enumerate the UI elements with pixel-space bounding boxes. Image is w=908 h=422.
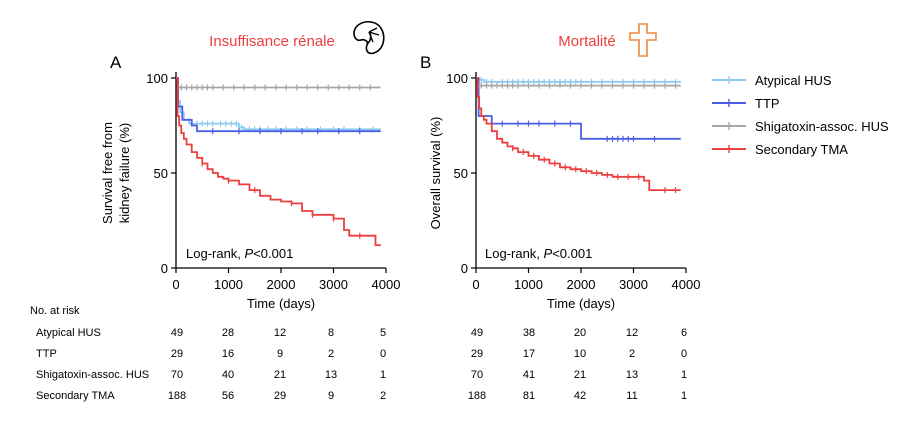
risk-value-b: 0 [681,348,687,360]
x-tick-label: 1000 [214,277,243,292]
curve-atypical_hus [476,77,681,83]
risk-value-a: 13 [325,369,337,381]
risk-row-label: Shigatoxin-assoc. HUS [36,369,149,381]
y-tick-label: 0 [461,261,468,276]
risk-value-a: 56 [222,390,234,402]
risk-value-a: 8 [328,327,334,339]
panel-a-title: Insuffisance rénale [209,33,335,50]
kidney-icon [353,21,385,55]
x-tick-label: 2000 [267,277,296,292]
y-tick-label: 50 [454,166,468,181]
legend: Atypical HUS TTP Shigatoxin-assoc. HUS Seco… [712,73,889,157]
risk-value-a: 0 [380,348,386,360]
curve-secondary_tma [176,77,381,247]
x-tick-label: 4000 [372,277,401,292]
panel-a-chart: Survival free from kidney failure (%) 0 50… [100,71,400,311]
panel-a-logrank: Log-rank, P<0.001 [186,246,293,261]
curve-stec_hus [176,77,381,89]
y-tick-label: 0 [161,261,168,276]
risk-value-b: 49 [471,327,483,339]
x-tick-label: 0 [472,277,479,292]
y-tick-label: 100 [446,71,468,86]
risk-value-a: 70 [171,369,183,381]
risk-value-a: 2 [328,348,334,360]
risk-value-a: 2 [380,390,386,402]
curve-secondary_tma [476,77,681,191]
risk-value-a: 1 [380,369,386,381]
risk-value-b: 29 [471,348,483,360]
y-tick-label: 50 [154,166,168,181]
legend-label-atypical_hus: Atypical HUS [755,73,832,88]
panel-b-xlabel: Time (days) [547,296,615,311]
risk-value-b: 12 [626,327,638,339]
risk-value-b: 81 [523,390,535,402]
legend-label-ttp: TTP [755,96,780,111]
risk-value-b: 70 [471,369,483,381]
y-axis-label: Survival free from [100,122,115,224]
x-tick-label: 2000 [567,277,596,292]
risk-value-a: 40 [222,369,234,381]
risk-value-a: 21 [274,369,286,381]
risk-value-a: 28 [222,327,234,339]
x-tick-label: 0 [172,277,179,292]
y-tick-label: 100 [146,71,168,86]
x-tick-label: 3000 [619,277,648,292]
panel-b-logrank: Log-rank, P<0.001 [485,246,592,261]
risk-value-a: 5 [380,327,386,339]
risk-row-label: TTP [36,348,57,360]
risk-value-a: 12 [274,327,286,339]
legend-label-secondary_tma: Secondary TMA [755,142,848,157]
x-tick-label: 1000 [514,277,543,292]
risk-value-b: 21 [574,369,586,381]
y-axis-label: kidney failure (%) [117,123,132,223]
risk-value-a: 188 [168,390,186,402]
panel-a-xlabel: Time (days) [247,296,315,311]
x-tick-label: 3000 [319,277,348,292]
risk-value-b: 10 [574,348,586,360]
risk-value-b: 41 [523,369,535,381]
panel-letter-a: A [110,53,122,72]
risk-value-b: 20 [574,327,586,339]
legend-label-stec_hus: Shigatoxin-assoc. HUS [755,119,889,134]
risk-value-a: 29 [274,390,286,402]
risk-value-b: 13 [626,369,638,381]
risk-value-b: 42 [574,390,586,402]
risk-value-a: 49 [171,327,183,339]
risk-value-a: 9 [328,390,334,402]
risk-table-title: No. at risk [30,305,80,317]
risk-value-a: 29 [171,348,183,360]
x-tick-label: 4000 [672,277,701,292]
panel-letter-b: B [420,53,431,72]
cross-icon [629,23,657,57]
risk-value-b: 6 [681,327,687,339]
risk-value-a: 16 [222,348,234,360]
y-axis-label: Overall survival (%) [428,117,443,230]
panel-b-title: Mortalité [558,33,616,50]
curve-atypical_hus [176,77,381,131]
risk-row-label: Atypical HUS [36,327,101,339]
risk-value-b: 11 [626,390,637,402]
risk-value-b: 38 [523,327,535,339]
risk-value-b: 17 [523,348,535,360]
risk-value-a: 9 [277,348,283,360]
risk-value-b: 188 [468,390,486,402]
curve-ttp [476,77,681,140]
risk-value-b: 1 [681,369,687,381]
risk-value-b: 2 [629,348,635,360]
risk-value-b: 1 [681,390,687,402]
risk-row-label: Secondary TMA [36,390,115,402]
